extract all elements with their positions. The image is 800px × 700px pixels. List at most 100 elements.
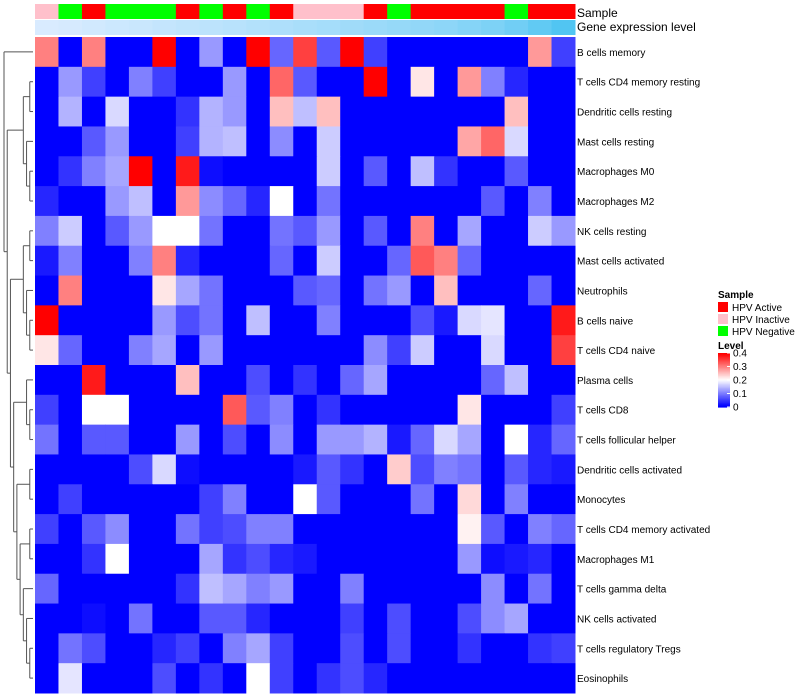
sample-annotation-cell (35, 4, 59, 19)
heatmap-cell (199, 543, 224, 575)
heatmap-cell (246, 454, 271, 485)
heatmap-cell (81, 245, 106, 277)
heatmap-cell (269, 543, 294, 575)
heatmap-cell (152, 484, 177, 515)
heatmap-cell (105, 275, 130, 306)
heatmap-cell (35, 275, 59, 306)
heatmap-cell (58, 394, 83, 426)
level-legend-gradient-step (718, 382, 730, 385)
heatmap-cell (551, 365, 576, 396)
heatmap-cell (199, 365, 224, 396)
heatmap-cell (387, 573, 412, 605)
heatmap-cell (222, 365, 247, 396)
sample-annotation-cell (269, 4, 294, 19)
heatmap-cell (340, 543, 365, 575)
heatmap-cell (363, 514, 388, 545)
sample-annotation-cell (551, 4, 576, 19)
heatmap-cell (105, 454, 130, 485)
row-labels: B cells memory T cells CD4 memory resting… (577, 48, 710, 685)
heatmap-cell (481, 275, 506, 306)
heatmap-cell (340, 305, 365, 336)
heatmap-cell (128, 454, 153, 485)
heatmap-cell (457, 275, 482, 306)
heatmap-cell (504, 96, 529, 127)
heatmap-cell (340, 156, 365, 187)
heatmap-cell (35, 305, 59, 336)
expression-annotation-cell (152, 20, 177, 35)
heatmap-cell (434, 603, 459, 634)
sample-annotation-cell (246, 4, 271, 19)
sample-annotation-cell (128, 4, 153, 19)
heatmap-cell (128, 394, 153, 426)
sample-annotation-cell (222, 4, 247, 19)
heatmap-cell (199, 275, 224, 306)
heatmap-cell (528, 126, 553, 157)
heatmap-cell (175, 37, 200, 68)
heatmap-cell (128, 514, 153, 545)
heatmap-cell (434, 454, 459, 485)
expression-annotation-cell (457, 20, 482, 35)
heatmap-cell (293, 573, 318, 605)
heatmap-cell (504, 245, 529, 277)
heatmap-cell (128, 215, 153, 247)
level-legend-gradient-step (718, 396, 730, 399)
heatmap-cell (222, 215, 247, 247)
heatmap-cell (175, 66, 200, 98)
heatmap-cell (199, 514, 224, 545)
heatmap-cell (58, 603, 83, 634)
heatmap-cell (105, 215, 130, 247)
heatmap-cell (528, 96, 553, 127)
heatmap-cell (340, 275, 365, 306)
heatmap-cell (457, 573, 482, 605)
heatmap-cell (316, 365, 341, 396)
sample-annotation-cell (340, 4, 365, 19)
level-legend-gradient-step (718, 359, 730, 362)
heatmap-cell (35, 215, 59, 247)
heatmap-cell (363, 394, 388, 426)
heatmap-cell (105, 37, 130, 68)
heatmap-cell (58, 424, 83, 455)
expression-annotation-label: Gene expression level (577, 20, 696, 34)
heatmap-cell (363, 305, 388, 336)
heatmap-cell (481, 245, 506, 277)
heatmap-cell (481, 424, 506, 455)
heatmap-cell (175, 454, 200, 485)
heatmap-cell (551, 126, 576, 157)
level-legend-gradient-step (718, 389, 730, 392)
level-legend-gradient-step (718, 405, 730, 408)
heatmap-cell (128, 37, 153, 68)
sample-annotation-cell (105, 4, 130, 19)
heatmap-cell (504, 514, 529, 545)
heatmap-cell (457, 96, 482, 127)
heatmap-cell (58, 305, 83, 336)
heatmap-cell (434, 424, 459, 455)
row-label: T cells CD8 (577, 406, 629, 417)
expression-annotation-cell (128, 20, 153, 35)
heatmap-cell (551, 394, 576, 426)
heatmap-cell (128, 305, 153, 336)
heatmap-cell (152, 66, 177, 98)
heatmap-cell (363, 484, 388, 515)
heatmap-cell (128, 633, 153, 664)
heatmap-cell (504, 156, 529, 187)
heatmap-cell (528, 156, 553, 187)
expression-level-annotation-bar (35, 20, 576, 35)
heatmap-cell (504, 305, 529, 336)
heatmap-cell (58, 365, 83, 396)
heatmap-cell (387, 245, 412, 277)
row-label: Macrophages M0 (577, 167, 655, 178)
heatmap-cell (175, 663, 200, 694)
level-legend-gradient-step (718, 353, 730, 355)
heatmap-cell (269, 514, 294, 545)
heatmap-cell (152, 454, 177, 485)
heatmap-cell (293, 424, 318, 455)
heatmap-cell (175, 394, 200, 426)
heatmap-cell (457, 245, 482, 277)
expression-annotation-cell (222, 20, 247, 35)
heatmap-cell (246, 603, 271, 634)
heatmap-cell (363, 603, 388, 634)
heatmap-cell (410, 603, 435, 634)
level-legend-gradient-step (718, 402, 730, 405)
heatmap-cell (340, 484, 365, 515)
heatmap-cell (504, 573, 529, 605)
